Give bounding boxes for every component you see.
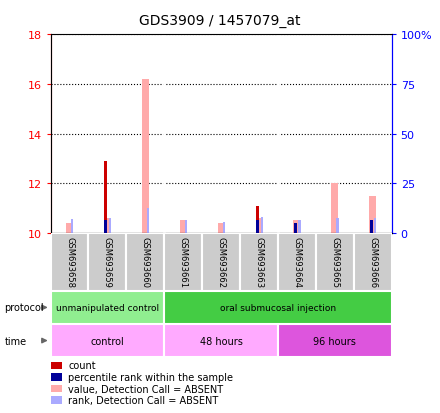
Text: GDS3909 / 1457079_at: GDS3909 / 1457079_at xyxy=(139,14,301,28)
Bar xyxy=(370,221,373,233)
Bar xyxy=(260,217,263,233)
Bar xyxy=(331,184,338,233)
Bar xyxy=(126,233,164,291)
Text: protocol: protocol xyxy=(4,303,44,313)
Text: GSM693665: GSM693665 xyxy=(330,237,339,288)
Bar xyxy=(278,324,392,357)
Bar xyxy=(164,291,392,324)
Bar xyxy=(71,220,73,233)
Text: GSM693661: GSM693661 xyxy=(179,237,188,288)
Text: GSM693660: GSM693660 xyxy=(141,237,150,288)
Text: unmanipulated control: unmanipulated control xyxy=(56,303,159,312)
Bar xyxy=(164,324,278,357)
Text: oral submucosal injection: oral submucosal injection xyxy=(220,303,336,312)
Bar xyxy=(164,233,202,291)
Text: count: count xyxy=(68,361,96,370)
Bar xyxy=(104,218,111,233)
Bar xyxy=(109,218,111,233)
Text: GSM693664: GSM693664 xyxy=(292,237,301,288)
Bar xyxy=(293,221,300,233)
Bar xyxy=(256,206,259,233)
Text: GSM693666: GSM693666 xyxy=(368,237,377,288)
Bar xyxy=(354,233,392,291)
Text: value, Detection Call = ABSENT: value, Detection Call = ABSENT xyxy=(68,384,224,394)
Bar xyxy=(180,221,187,233)
Bar xyxy=(147,209,149,233)
Bar xyxy=(51,291,164,324)
Text: rank, Detection Call = ABSENT: rank, Detection Call = ABSENT xyxy=(68,395,218,405)
Text: GSM693662: GSM693662 xyxy=(216,237,226,288)
Bar xyxy=(66,223,73,233)
Bar xyxy=(202,233,240,291)
Bar xyxy=(51,324,164,357)
Bar xyxy=(88,233,126,291)
Bar xyxy=(298,221,301,233)
Bar xyxy=(316,233,354,291)
Text: time: time xyxy=(4,336,26,346)
Bar xyxy=(240,233,278,291)
Bar xyxy=(104,221,107,233)
Bar xyxy=(369,196,376,233)
Bar xyxy=(223,222,225,233)
Bar xyxy=(278,233,316,291)
Text: 48 hours: 48 hours xyxy=(200,336,242,346)
Bar xyxy=(294,223,297,233)
Text: percentile rank within the sample: percentile rank within the sample xyxy=(68,372,233,382)
Bar xyxy=(185,221,187,233)
Bar xyxy=(256,218,262,233)
Text: control: control xyxy=(91,336,125,346)
Bar xyxy=(104,161,107,233)
Text: GSM693658: GSM693658 xyxy=(65,237,74,288)
Bar xyxy=(218,223,224,233)
Bar xyxy=(51,233,88,291)
Bar xyxy=(374,218,377,233)
Text: 96 hours: 96 hours xyxy=(313,336,356,346)
Bar xyxy=(142,80,149,233)
Text: GSM693663: GSM693663 xyxy=(254,237,264,288)
Text: GSM693659: GSM693659 xyxy=(103,237,112,287)
Bar xyxy=(336,218,338,233)
Bar xyxy=(256,221,259,233)
